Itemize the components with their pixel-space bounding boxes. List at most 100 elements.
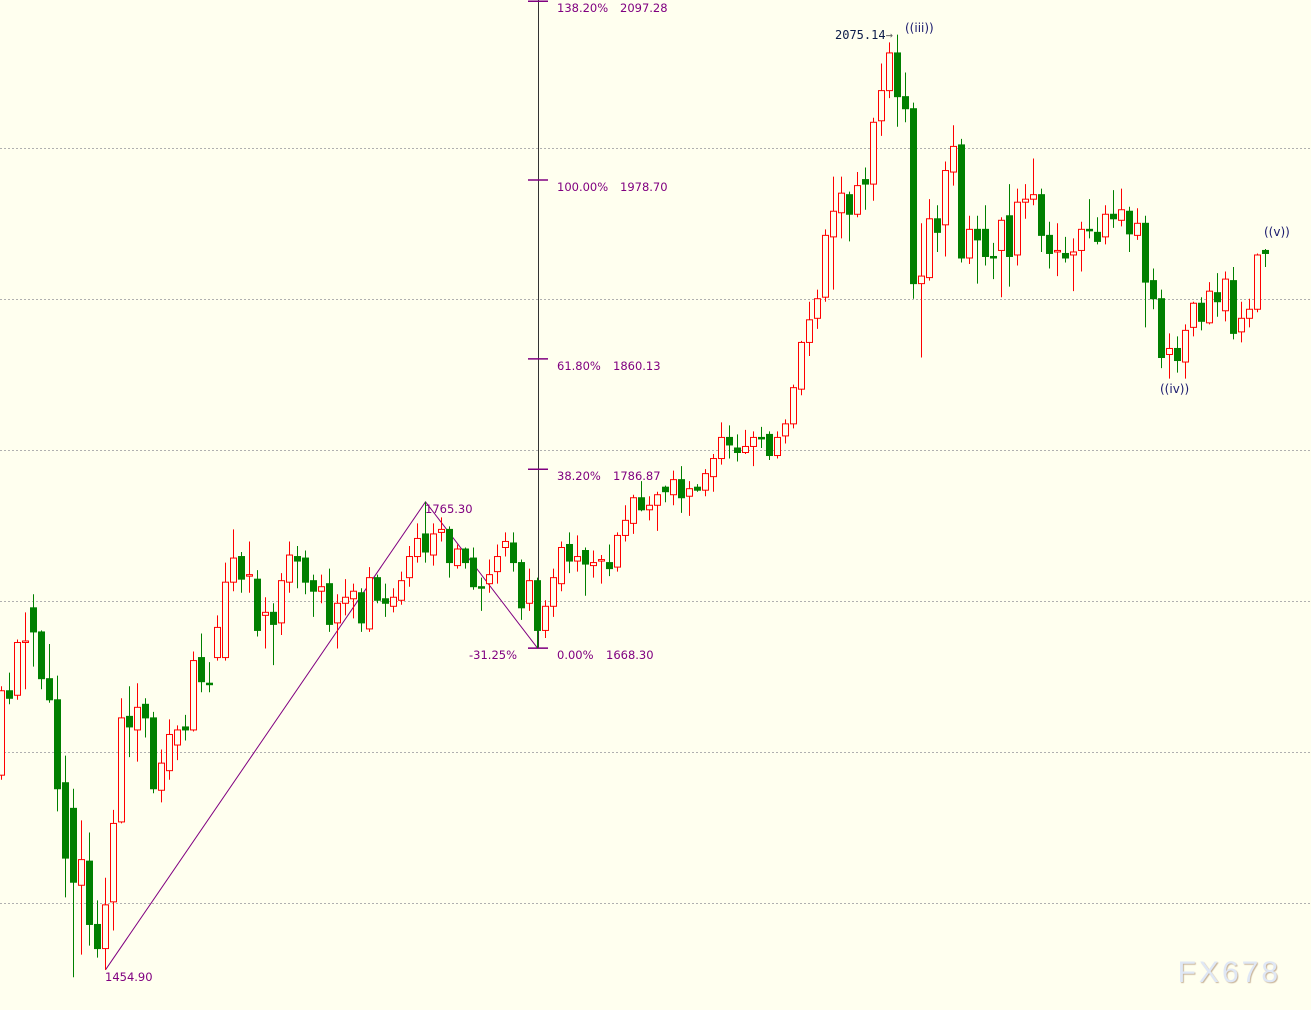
candle <box>902 72 909 123</box>
candle-body <box>1054 249 1061 253</box>
candle-body <box>438 528 445 533</box>
candle <box>54 675 61 812</box>
candle <box>1166 333 1173 379</box>
candle-body <box>750 436 757 447</box>
candle-body <box>614 534 621 568</box>
candle <box>878 63 885 136</box>
candle-body <box>270 611 277 625</box>
candle <box>262 597 269 649</box>
arrow-right-icon: → <box>885 28 893 42</box>
candle-body <box>814 298 821 319</box>
candle <box>1118 188 1125 227</box>
candle <box>342 579 349 616</box>
candle-body <box>294 556 301 562</box>
candle <box>822 229 829 302</box>
candle <box>14 639 21 700</box>
candle <box>1094 217 1101 245</box>
candle <box>1046 221 1053 269</box>
candle <box>486 559 493 593</box>
candle-body <box>366 577 373 630</box>
candle-body <box>806 319 813 343</box>
candle <box>446 526 453 578</box>
candle-body <box>38 631 45 680</box>
candle <box>158 749 165 803</box>
candle-body <box>718 436 725 460</box>
candle <box>662 485 669 503</box>
candle-body <box>734 447 741 454</box>
candle-body <box>502 540 509 548</box>
candle <box>230 529 237 592</box>
candle <box>374 574 381 604</box>
peak-price-label: 2075.14→ <box>835 28 893 42</box>
candle <box>926 199 933 281</box>
candle <box>1022 184 1029 219</box>
candle-body <box>550 577 557 607</box>
candle-body <box>542 605 549 631</box>
candle <box>398 571 405 605</box>
candle-body <box>1078 228 1085 251</box>
candle <box>966 215 973 265</box>
grid-lines <box>0 148 1311 904</box>
candle <box>166 719 173 780</box>
candle <box>214 615 221 661</box>
candle <box>1246 298 1253 328</box>
candle <box>1254 253 1261 313</box>
candle-body <box>478 586 485 589</box>
candle-body <box>790 387 797 425</box>
candle-body <box>310 580 317 592</box>
candle <box>38 630 45 690</box>
peak-value: 2075.14 <box>835 28 886 42</box>
candle-body <box>1206 290 1213 324</box>
candle <box>870 117 877 201</box>
candle <box>678 466 685 513</box>
candle <box>798 340 805 396</box>
candle-body <box>998 219 1005 251</box>
candle-body <box>198 657 205 683</box>
candle <box>862 167 869 210</box>
candle <box>918 223 925 358</box>
candle-body <box>1182 329 1189 363</box>
candle-body <box>350 590 357 600</box>
candle-body <box>262 611 269 616</box>
candle <box>94 900 101 958</box>
candle-body <box>0 690 5 776</box>
candle <box>1054 223 1061 277</box>
candle-body <box>966 228 973 259</box>
candle-body <box>470 557 477 588</box>
candle <box>558 541 565 592</box>
candle <box>998 217 1005 298</box>
candle-body <box>142 703 149 719</box>
candle <box>1190 301 1197 337</box>
candle-body <box>6 690 13 699</box>
candle <box>206 662 213 693</box>
candle <box>30 594 37 667</box>
candle-body <box>582 550 589 565</box>
candle-body <box>798 341 805 390</box>
candle <box>742 429 749 455</box>
candle <box>238 552 245 593</box>
candle-body <box>182 726 189 731</box>
candle-body <box>126 715 133 728</box>
candle-body <box>30 607 37 633</box>
candle <box>414 523 421 563</box>
candle <box>638 481 645 512</box>
candle-body <box>326 583 333 625</box>
candle <box>310 574 317 617</box>
candle <box>502 532 509 557</box>
candle <box>1078 221 1085 272</box>
candle <box>1158 289 1165 369</box>
candle-body <box>406 556 413 579</box>
candle-body <box>886 52 893 92</box>
candle-body <box>1214 292 1221 303</box>
candle-body <box>590 562 597 567</box>
candle <box>1222 271 1229 322</box>
candle <box>734 434 741 462</box>
candle <box>782 419 789 444</box>
fib-level-pct: 100.00% <box>557 180 609 195</box>
candle-body <box>1062 252 1069 259</box>
candle <box>478 577 485 611</box>
candle-body <box>70 807 77 883</box>
candle-body <box>254 578 261 631</box>
fib-level-value: 1668.30 <box>606 648 654 663</box>
candle <box>910 102 917 299</box>
